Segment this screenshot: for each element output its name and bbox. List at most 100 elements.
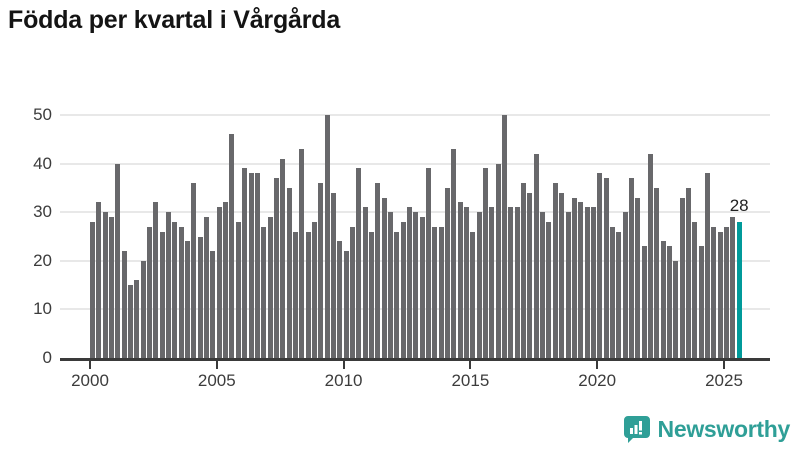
bar-2019-q2 — [578, 202, 584, 358]
y-tick-label-40: 40 — [33, 153, 52, 173]
bar-2022-q2 — [654, 187, 660, 358]
bar-2014-q3 — [457, 202, 463, 358]
bar-2017-q4 — [540, 212, 546, 358]
bar-2022-q3 — [660, 241, 666, 358]
bar-2000-q3 — [102, 212, 108, 358]
bar-2021-q3 — [635, 197, 641, 358]
x-tick-label-2010: 2010 — [324, 371, 363, 390]
highlight-value-label: 28 — [729, 195, 749, 215]
bar-2019-q1 — [571, 197, 577, 358]
bar-2021-q1 — [622, 212, 628, 358]
bar-2005-q4 — [235, 221, 241, 358]
newsworthy-logo-text: Newsworthy — [657, 416, 791, 442]
bar-2013-q1 — [419, 217, 425, 358]
bar-2025-q1 — [724, 226, 729, 358]
bar-2011-q1 — [368, 231, 374, 358]
bar-2002-q2 — [147, 226, 153, 358]
bar-2001-q1 — [115, 163, 121, 358]
bar-2010-q1 — [343, 251, 349, 358]
x-tick-2025 — [723, 361, 725, 369]
bar-2009-q4 — [337, 241, 343, 358]
bar-2006-q4 — [261, 226, 267, 358]
bar-2011-q3 — [381, 197, 387, 358]
y-tick-label-0: 0 — [42, 348, 52, 367]
bar-2017-q3 — [533, 153, 539, 358]
bar-2010-q4 — [362, 207, 368, 358]
bar-2016-q2 — [502, 115, 508, 358]
bar-2018-q3 — [559, 192, 565, 358]
bar-2002-q1 — [140, 260, 146, 358]
bar-2007-q1 — [267, 217, 273, 358]
bar-2015-q2 — [476, 212, 482, 358]
bar-2016-q1 — [495, 163, 501, 358]
bar-2002-q4 — [159, 231, 165, 358]
bar-2008-q4 — [311, 221, 317, 358]
bar-2014-q1 — [445, 187, 451, 358]
x-tick-label-2020: 2020 — [578, 371, 617, 390]
bar-2001-q4 — [134, 280, 140, 358]
bar-2025-q2 — [730, 217, 736, 358]
bar-2025-q3 — [736, 221, 742, 358]
bar-2009-q3 — [330, 192, 336, 358]
bar-2009-q1 — [318, 183, 324, 358]
bar-2016-q4 — [514, 207, 520, 358]
bar-2000-q1 — [90, 221, 95, 358]
bar-2022-q1 — [647, 153, 653, 358]
bar-2012-q4 — [413, 212, 419, 358]
chart-title: Födda per kvartal i Vårgårda — [8, 6, 341, 34]
bar-2015-q3 — [483, 168, 489, 358]
bar-2004-q1 — [191, 183, 197, 358]
bar-2018-q2 — [552, 183, 558, 358]
y-tick-label-10: 10 — [33, 299, 52, 319]
x-tick-label-2005: 2005 — [197, 371, 236, 390]
bar-2014-q2 — [451, 149, 457, 358]
x-tick-2020 — [596, 361, 599, 369]
bar-2010-q2 — [349, 226, 355, 358]
bar-2001-q3 — [128, 285, 134, 358]
bar-2013-q4 — [438, 226, 444, 358]
bar-2004-q4 — [210, 251, 216, 358]
bar-2007-q4 — [286, 187, 292, 358]
bar-2006-q2 — [248, 173, 254, 358]
bar-2005-q3 — [229, 134, 235, 358]
bar-2024-q3 — [711, 226, 717, 358]
bar-2004-q2 — [197, 236, 203, 358]
bar-2003-q1 — [166, 212, 172, 358]
gridline-50 — [60, 114, 770, 116]
bar-2007-q3 — [280, 158, 286, 358]
bar-2020-q4 — [616, 231, 622, 358]
x-tick-2010 — [342, 361, 345, 369]
bar-2013-q3 — [432, 226, 438, 358]
bar-2006-q3 — [254, 173, 260, 358]
bar-2012-q1 — [394, 231, 400, 358]
bar-2006-q1 — [242, 168, 248, 358]
x-tick-2000 — [89, 361, 91, 369]
x-tick-2005 — [215, 361, 218, 369]
bar-2010-q3 — [356, 168, 362, 358]
bar-2021-q4 — [641, 246, 647, 358]
bar-2005-q2 — [223, 202, 229, 358]
bar-2015-q4 — [489, 207, 495, 358]
bar-2003-q3 — [178, 226, 184, 358]
bar-2016-q3 — [508, 207, 514, 358]
bar-2012-q2 — [400, 221, 406, 358]
bar-2001-q2 — [121, 251, 127, 358]
bar-2008-q2 — [299, 149, 305, 358]
bar-2008-q1 — [292, 231, 298, 358]
bar-2023-q2 — [679, 197, 685, 358]
bar-2024-q1 — [698, 246, 704, 358]
bar-2000-q4 — [109, 217, 115, 358]
bar-2009-q2 — [324, 115, 330, 358]
bar-2004-q3 — [204, 217, 210, 358]
bar-2017-q2 — [527, 192, 533, 358]
bar-2019-q4 — [590, 207, 596, 358]
bar-2003-q4 — [185, 241, 191, 358]
bar-2011-q4 — [387, 212, 393, 358]
bar-2024-q2 — [704, 173, 710, 358]
bar-2017-q1 — [521, 183, 527, 358]
y-tick-label-50: 50 — [33, 105, 52, 124]
bar-2014-q4 — [464, 207, 470, 358]
bar-2012-q3 — [407, 207, 412, 358]
